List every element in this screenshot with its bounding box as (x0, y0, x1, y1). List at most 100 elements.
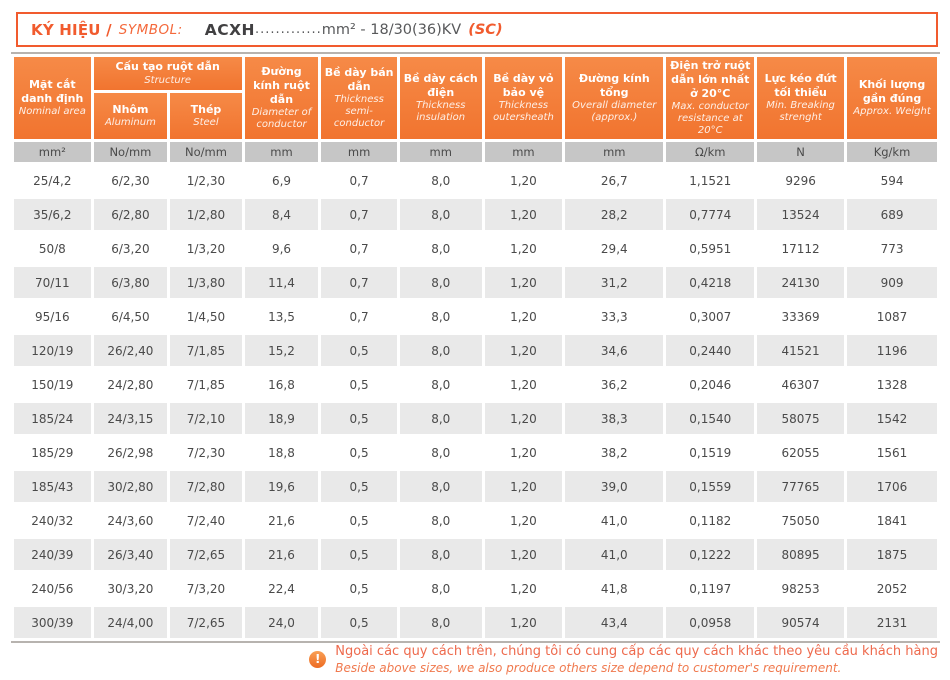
table-cell: 90574 (757, 607, 845, 639)
header-vi: Khối lượng gần đúng (858, 77, 926, 105)
header-en: Min. Breaking strenght (766, 100, 835, 124)
table-cell: 16,8 (244, 369, 319, 401)
table-cell: 1875 (847, 539, 937, 571)
table-cell: 8,0 (399, 403, 482, 435)
table-cell: 13,5 (244, 301, 319, 333)
header-breaking-strength: Lực kéo đứt tối thiểu Min. Breaking stre… (757, 57, 845, 140)
header-steel: Thép Steel (170, 92, 242, 140)
table-cell: 95/16 (14, 301, 91, 333)
table-cell: 0,1559 (666, 471, 755, 503)
table-cell: 43,4 (565, 607, 664, 639)
table-cell: 240/56 (14, 573, 91, 605)
table-row: 240/32 24/3,60 7/2,40 21,6 0,5 8,0 1,20 41,0 0,1… (14, 505, 937, 537)
table-cell: 17112 (757, 233, 845, 265)
symbol-label-en: SYMBOL: (118, 21, 183, 38)
table-cell: 1,1521 (666, 165, 755, 197)
table-cell: 1,20 (484, 335, 563, 367)
table-cell: 7/2,40 (170, 505, 242, 537)
table-cell: 8,0 (399, 505, 482, 537)
table-cell: 77765 (757, 471, 845, 503)
table-cell: 1196 (847, 335, 937, 367)
table-cell: 7/2,10 (170, 403, 242, 435)
table-row: 240/56 30/3,20 7/3,20 22,4 0,5 8,0 1,20 41,8 0,1… (14, 573, 937, 605)
table-cell: 41521 (757, 335, 845, 367)
table-cell: 0,7 (321, 301, 397, 333)
table-cell: 8,0 (399, 573, 482, 605)
table-cell: 21,6 (244, 539, 319, 571)
table-cell: 240/32 (14, 505, 91, 537)
table-cell: 1/2,30 (170, 165, 242, 197)
header-nominal-area: Mặt cắt danh định Nominal area (14, 57, 91, 140)
table-cell: 8,0 (399, 607, 482, 639)
table-cell: 0,7774 (666, 199, 755, 231)
table-cell: 98253 (757, 573, 845, 605)
header-vi: Lực kéo đứt tối thiểu (764, 71, 837, 99)
table-cell: 1,20 (484, 573, 563, 605)
header-en: Nominal area (18, 106, 86, 118)
table-cell: 0,1182 (666, 505, 755, 537)
table-cell: 0,1540 (666, 403, 755, 435)
table-cell: 120/19 (14, 335, 91, 367)
table-cell: 1,20 (484, 437, 563, 469)
table-cell: 18,8 (244, 437, 319, 469)
table-cell: 1542 (847, 403, 937, 435)
table-cell: 1/4,50 (170, 301, 242, 333)
table-cell: 8,0 (399, 335, 482, 367)
table-cell: 28,2 (565, 199, 664, 231)
header-en: Steel (193, 117, 219, 129)
table-cell: 0,1519 (666, 437, 755, 469)
table-cell: 0,5 (321, 539, 397, 571)
table-cell: 19,6 (244, 471, 319, 503)
table-cell: 15,2 (244, 335, 319, 367)
table-cell: 7/1,85 (170, 369, 242, 401)
table-cell: 21,6 (244, 505, 319, 537)
header-vi: Bề dày vỏ bảo vệ (493, 71, 554, 99)
table-cell: 41,0 (565, 539, 664, 571)
table-cell: 7/3,20 (170, 573, 242, 605)
table-cell: 18,9 (244, 403, 319, 435)
table-cell: 24/3,15 (93, 403, 168, 435)
table-cell: 1,20 (484, 301, 563, 333)
header-en: Diameter of conductor (251, 107, 312, 131)
table-cell: 1,20 (484, 471, 563, 503)
table-cell: 1/3,20 (170, 233, 242, 265)
table-cell: 1,20 (484, 369, 563, 401)
header-en: Structure (144, 74, 192, 86)
table-cell: 7/1,85 (170, 335, 242, 367)
table-cell: 13524 (757, 199, 845, 231)
cable-suffix: (SC) (468, 21, 503, 38)
table-cell: 2131 (847, 607, 937, 639)
table-cell: 1/3,80 (170, 267, 242, 299)
table-cell: 75050 (757, 505, 845, 537)
table-cell: 0,5951 (666, 233, 755, 265)
table-cell: 8,0 (399, 233, 482, 265)
unit-cell: mm (399, 142, 482, 163)
header-vi: Mặt cắt danh định (21, 77, 84, 105)
table-cell: 1,20 (484, 267, 563, 299)
footnote-text: Ngoài các quy cách trên, chúng tôi có cu… (335, 644, 938, 676)
table-cell: 1,20 (484, 199, 563, 231)
table-cell: 6/2,30 (93, 165, 168, 197)
table-cell: 36,2 (565, 369, 664, 401)
table-cell: 6/4,50 (93, 301, 168, 333)
header-en: Thickness semi-conductor (333, 94, 385, 130)
table-cell: 0,5 (321, 369, 397, 401)
unit-cell: N (757, 142, 845, 163)
table-cell: 1087 (847, 301, 937, 333)
table-cell: 6/2,80 (93, 199, 168, 231)
table-cell: 38,3 (565, 403, 664, 435)
header-overall-diameter: Đường kính tổng Overall diameter (approx… (565, 57, 664, 140)
table-row: 35/6,2 6/2,80 1/2,80 8,4 0,7 8,0 1,20 28,2 0,777… (14, 199, 937, 231)
table-cell: 70/11 (14, 267, 91, 299)
table-cell: 8,0 (399, 199, 482, 231)
header-aluminum: Nhôm Aluminum (93, 92, 168, 140)
table-cell: 0,5 (321, 335, 397, 367)
table-cell: 24,0 (244, 607, 319, 639)
table-row: 150/19 24/2,80 7/1,85 16,8 0,5 8,0 1,20 36,2 0,2… (14, 369, 937, 401)
header-en: Aluminum (104, 117, 156, 129)
table-cell: 24/3,60 (93, 505, 168, 537)
table-cell: 1706 (847, 471, 937, 503)
footnote-en: Beside above sizes, we also produce othe… (335, 660, 842, 675)
table-cell: 1,20 (484, 539, 563, 571)
table-cell: 9,6 (244, 233, 319, 265)
